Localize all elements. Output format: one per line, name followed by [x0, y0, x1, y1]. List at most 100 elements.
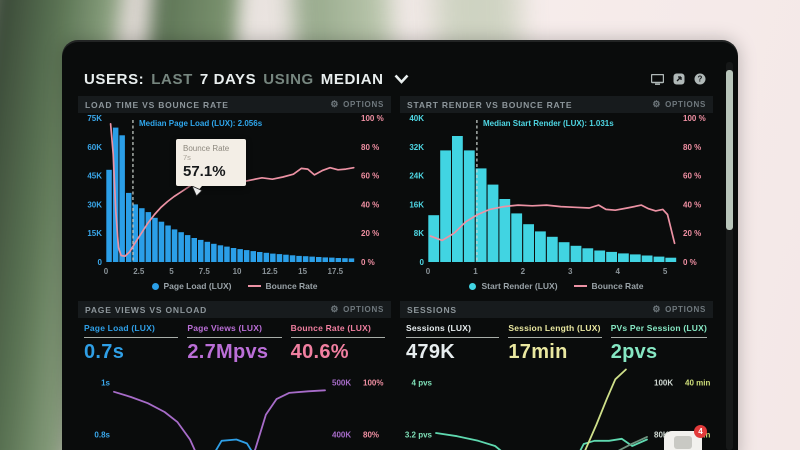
svg-text:40 %: 40 %: [683, 200, 701, 209]
median-annotation: Median Start Render (LUX): 1.031s: [483, 119, 614, 128]
options-button[interactable]: ⚙ OPTIONS: [652, 99, 706, 110]
metric-rule: [187, 337, 282, 338]
chart-legend: Page Load (LUX) Bounce Rate: [78, 279, 391, 293]
chart-tooltip: Bounce Rate 7s 57.1%: [176, 139, 246, 192]
svg-text:80 %: 80 %: [683, 143, 701, 152]
gear-icon: ⚙: [330, 304, 340, 314]
widget-icon: [674, 436, 692, 449]
svg-text:3.2 pvs: 3.2 pvs: [405, 430, 433, 439]
panel-header: PAGE VIEWS VS ONLOAD ⚙ OPTIONS: [78, 301, 391, 318]
scrollbar-track: [726, 62, 733, 450]
svg-text:17.5: 17.5: [328, 267, 344, 276]
svg-text:0: 0: [98, 258, 103, 267]
metric-session-length: Session Length (LUX) 17min: [508, 323, 602, 363]
svg-text:4: 4: [615, 267, 620, 276]
options-button[interactable]: ⚙ OPTIONS: [330, 99, 384, 110]
date-range-selector[interactable]: USERS: LAST 7 DAYS USING MEDIAN: [84, 71, 409, 88]
svg-text:40K: 40K: [409, 114, 424, 123]
svg-text:15K: 15K: [87, 229, 102, 238]
svg-text:24K: 24K: [409, 172, 424, 181]
metric-page-views: Page Views (LUX) 2.7Mpvs: [187, 323, 282, 364]
notification-badge: 4: [694, 425, 707, 438]
panel-title: SESSIONS: [407, 304, 457, 315]
title-range: 7 DAYS: [199, 70, 257, 88]
svg-text:400K: 400K: [332, 430, 351, 439]
svg-text:80 %: 80 %: [361, 143, 379, 152]
svg-text:40 min: 40 min: [685, 379, 710, 388]
svg-text:5: 5: [663, 267, 668, 276]
svg-text:20 %: 20 %: [683, 229, 701, 238]
share-icon[interactable]: [673, 73, 685, 85]
metric-rule: [610, 337, 708, 338]
svg-text:1s: 1s: [101, 379, 110, 388]
gear-icon: ⚙: [652, 304, 662, 314]
svg-text:30K: 30K: [87, 200, 102, 209]
svg-text:10: 10: [233, 267, 242, 276]
legend-line-swatch: [573, 285, 587, 287]
svg-text:100 %: 100 %: [683, 114, 706, 123]
legend-item: Start Render (LUX): [469, 281, 558, 291]
svg-text:60 %: 60 %: [361, 172, 379, 181]
metrics-row: Sessions (LUX) 479K Session Length (LUX)…: [400, 318, 713, 366]
header-icon-group: ?: [651, 73, 706, 85]
svg-text:15: 15: [298, 267, 307, 276]
svg-text:0: 0: [104, 267, 109, 276]
legend-dot: [469, 282, 477, 290]
panel-title: LOAD TIME VS BOUNCE RATE: [85, 99, 229, 110]
svg-text:60K: 60K: [87, 143, 102, 152]
help-icon[interactable]: ?: [694, 73, 706, 85]
title-aggregation: MEDIAN: [320, 70, 384, 88]
svg-text:0.8s: 0.8s: [94, 430, 110, 439]
chat-widget-button[interactable]: 4: [664, 425, 707, 450]
panel-header: LOAD TIME VS BOUNCE RATE ⚙ OPTIONS: [78, 96, 391, 113]
svg-text:0: 0: [420, 258, 425, 267]
svg-text:20 %: 20 %: [361, 229, 379, 238]
svg-text:32K: 32K: [409, 143, 424, 152]
title-users: USERS:: [84, 70, 145, 88]
panel-load-time: LOAD TIME VS BOUNCE RATE ⚙ OPTIONS 75K 60…: [78, 96, 391, 293]
tooltip-series: Bounce Rate: [183, 144, 230, 153]
svg-text:500K: 500K: [332, 379, 351, 388]
load-time-chart-area: 75K 60K 45K 30K 15K 0 100 % 80 % 60 % 40 % 20 % 0 %…: [78, 113, 391, 279]
scrollbar[interactable]: [726, 70, 733, 230]
options-button[interactable]: ⚙ OPTIONS: [652, 304, 706, 315]
svg-text:16K: 16K: [409, 200, 424, 209]
metric-rule: [84, 337, 179, 338]
median-annotation: Median Page Load (LUX): 2.056s: [139, 119, 263, 128]
panel-title: PAGE VIEWS VS ONLOAD: [85, 304, 208, 315]
start-render-histogram[interactable]: 40K 32K 24K 16K 8K 0 100 % 80 % 60 % 40 % 20 % 0 % 0…: [400, 113, 713, 279]
options-button[interactable]: ⚙ OPTIONS: [330, 304, 384, 315]
panel-start-render: START RENDER VS BOUNCE RATE ⚙ OPTIONS 40…: [400, 96, 713, 293]
chevron-down-icon[interactable]: [394, 74, 409, 84]
metric-rule: [290, 337, 385, 338]
svg-text:4 pvs: 4 pvs: [412, 379, 433, 388]
panel-title: START RENDER VS BOUNCE RATE: [407, 99, 573, 110]
gear-icon: ⚙: [652, 99, 662, 109]
svg-text:3: 3: [568, 267, 573, 276]
tooltip-x-value: 7s: [183, 153, 191, 162]
metric-rule: [406, 337, 500, 338]
load-time-histogram[interactable]: 75K 60K 45K 30K 15K 0 100 % 80 % 60 % 40 % 20 % 0 %…: [78, 113, 391, 279]
legend-item: Bounce Rate: [247, 281, 317, 291]
svg-text:0 %: 0 %: [683, 258, 697, 267]
svg-text:5: 5: [169, 267, 174, 276]
legend-item: Page Load (LUX): [151, 281, 232, 291]
legend-item: Bounce Rate: [573, 281, 644, 291]
svg-text:8K: 8K: [414, 229, 424, 238]
svg-text:80%: 80%: [363, 430, 379, 439]
panel-header: SESSIONS ⚙ OPTIONS: [400, 301, 713, 318]
svg-text:?: ?: [698, 75, 703, 84]
gear-icon: ⚙: [330, 99, 340, 109]
svg-text:0 %: 0 %: [361, 258, 375, 267]
svg-text:12.5: 12.5: [262, 267, 278, 276]
svg-text:80K: 80K: [654, 430, 669, 439]
display-icon[interactable]: [651, 73, 664, 85]
metrics-row: Page Load (LUX) 0.7s Page Views (LUX) 2.…: [78, 318, 391, 366]
dashboard-header: USERS: LAST 7 DAYS USING MEDIAN ?: [84, 66, 706, 92]
panel-page-views: PAGE VIEWS VS ONLOAD ⚙ OPTIONS Page Load…: [78, 301, 391, 450]
metric-rule: [508, 337, 602, 338]
start-render-chart-area: 40K 32K 24K 16K 8K 0 100 % 80 % 60 % 40 % 20 % 0 % 0…: [400, 113, 713, 279]
